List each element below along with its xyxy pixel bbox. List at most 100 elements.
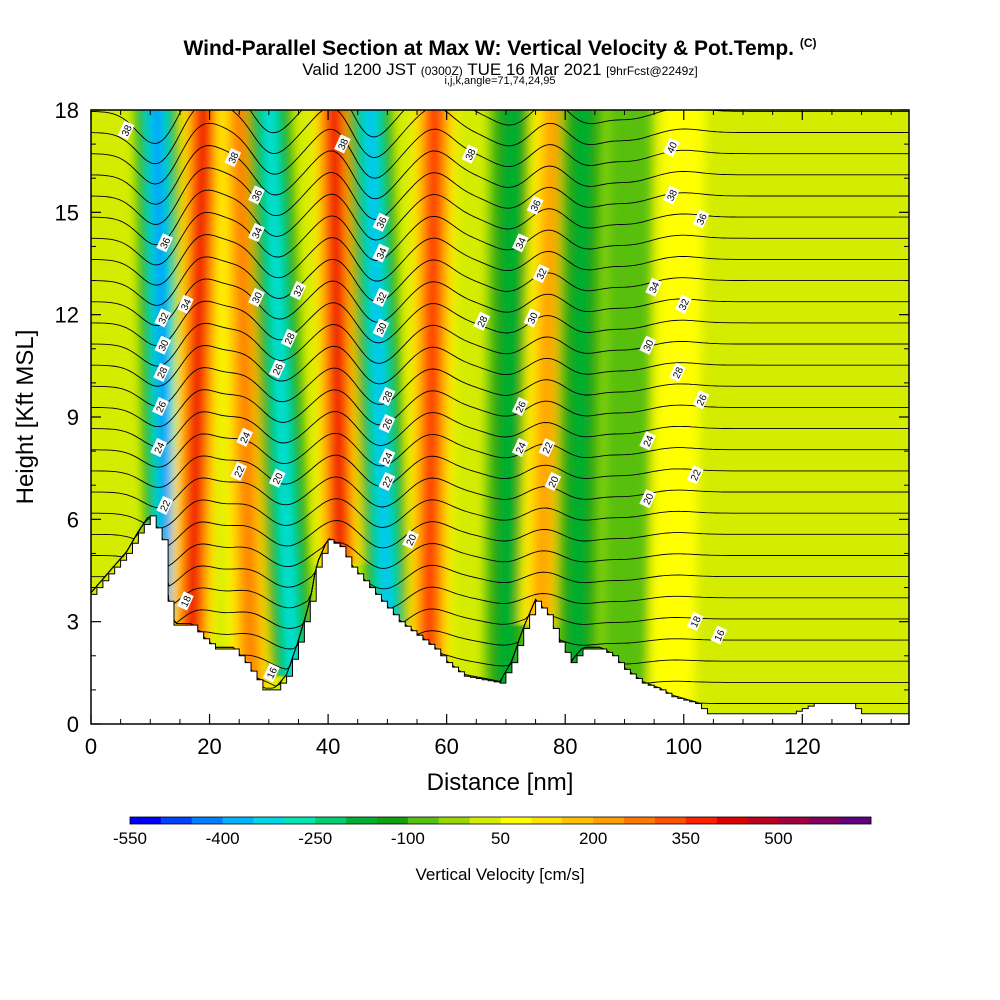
contour-label: 36 [372, 212, 390, 232]
contour-label-text: 16 [265, 665, 280, 680]
colorbar-swatch [593, 817, 625, 824]
colorbar: -550 -400 -250 -100 50 200 350 500 [113, 816, 872, 848]
colorbar-tick-label: 500 [764, 829, 792, 848]
contour-label-bg [669, 362, 686, 383]
theta-contour [91, 122, 909, 185]
contour-label: 36 [526, 195, 544, 215]
contour-label-bg [372, 318, 390, 338]
colorbar-swatch [747, 817, 779, 824]
y-tick-label: 0 [67, 712, 79, 737]
contour-label: 18 [686, 611, 704, 632]
contour-label-text: 24 [153, 440, 168, 455]
contour-label: 20 [402, 530, 420, 550]
theta-contour [91, 516, 909, 629]
contour-label: 36 [692, 209, 710, 229]
contour-label: 24 [639, 431, 657, 451]
contour-label-bg [686, 611, 704, 632]
contour-label-text: 32 [677, 297, 692, 312]
contour-label: 38 [224, 147, 242, 168]
contour-label-text: 24 [514, 440, 529, 455]
velocity-band [498, 110, 520, 690]
contour-label-bg [268, 468, 286, 488]
theta-contour [91, 476, 909, 509]
contour-label-text: 26 [155, 399, 170, 414]
contour-label: 24 [150, 437, 168, 458]
contour-label-bg [372, 287, 390, 307]
contour-label-text: 36 [159, 236, 174, 251]
contour-label: 38 [461, 144, 479, 164]
contour-label-bg [372, 212, 390, 232]
contour-label: 28 [280, 328, 298, 348]
valid-date: TUE 16 Mar 2021 [467, 60, 602, 79]
y-tick-label: 6 [67, 507, 79, 532]
theta-contour [91, 145, 909, 205]
contour-label: 16 [262, 663, 280, 683]
contour-label-text: 20 [405, 532, 420, 547]
contour-label-bg [511, 437, 529, 458]
contour-label: 28 [378, 386, 396, 406]
contour-label-bg [378, 448, 396, 468]
grid-indices: i,j,k,angle=71,74,24,95 [444, 75, 556, 87]
contour-label: 30 [154, 335, 172, 355]
contour-label-bg [236, 427, 254, 447]
contour-label: 28 [473, 311, 491, 331]
contour-label-bg [156, 233, 174, 253]
colorbar-swatch [284, 817, 316, 824]
velocity-band [331, 110, 343, 564]
contour-label: 38 [334, 134, 351, 154]
contour-label-text: 28 [381, 389, 396, 404]
contour-label: 32 [289, 281, 307, 301]
contour-label-text: 36 [695, 212, 710, 227]
theta-contour [91, 256, 909, 306]
contour-label-bg [248, 223, 265, 243]
velocity-field [134, 110, 706, 714]
contour-label: 26 [511, 396, 529, 417]
theta-contour [91, 516, 909, 670]
velocity-band [649, 110, 706, 714]
contour-label-text: 34 [179, 297, 194, 312]
theta-contour [91, 189, 909, 246]
contour-label-bg [639, 489, 657, 509]
colorbar-swatch [130, 817, 162, 824]
contour-label-text: 38 [120, 123, 135, 138]
x-tick-label: 80 [553, 734, 577, 759]
contour-label-text: 20 [547, 474, 562, 489]
contour-label-text: 24 [239, 430, 254, 445]
contour-label-text: 32 [157, 311, 172, 326]
contour-label: 30 [372, 318, 390, 338]
contour-label: 34 [372, 243, 390, 263]
contour-label: 26 [152, 396, 170, 417]
contour-label-bg [538, 437, 556, 458]
theta-contour [91, 278, 909, 326]
contour-label: 20 [268, 468, 286, 488]
contour-label: 24 [236, 427, 254, 447]
velocity-band [535, 110, 559, 626]
contour-label: 22 [686, 465, 704, 485]
contour-label-text: 34 [648, 280, 663, 295]
colorbar-swatch [716, 817, 748, 824]
colorbar-swatch [654, 817, 687, 824]
colorbar-swatch [407, 817, 440, 824]
contour-label-text: 26 [695, 393, 710, 408]
contour-label-text: 28 [671, 365, 686, 380]
velocity-band [569, 110, 591, 673]
y-tick-label: 3 [67, 610, 79, 635]
contour-label-text: 26 [381, 416, 396, 431]
contour-label-bg [268, 359, 286, 379]
theta-contour [91, 516, 909, 569]
contour-label-bg [289, 281, 307, 301]
contour-label-text: 28 [476, 314, 491, 329]
contour-label: 40 [663, 137, 680, 157]
contour-labels: 38 36 34 32 30 28 26 24 22 18 38 36 34 30 24 22 32 28 26 20… [117, 120, 728, 683]
contour-label-text: 34 [514, 236, 529, 251]
contour-label-bg [156, 495, 174, 516]
theta-contour [91, 300, 909, 347]
contour-label-text: 26 [514, 399, 529, 414]
contour-label-text: 18 [689, 614, 704, 629]
contour-label-text: 22 [159, 498, 174, 513]
velocity-band [235, 110, 256, 689]
contour-label-bg [686, 465, 704, 485]
contour-label-bg [154, 308, 172, 328]
contour-label-text: 40 [665, 140, 680, 155]
